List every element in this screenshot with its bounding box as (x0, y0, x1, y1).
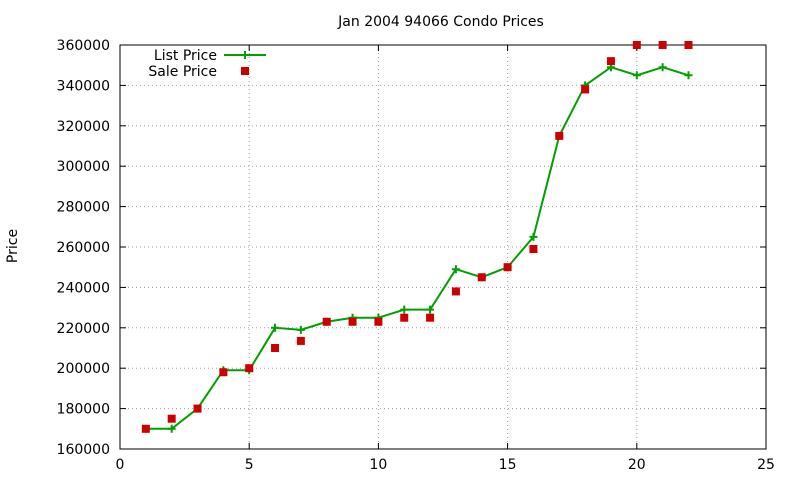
data-point (581, 85, 590, 94)
x-tick-label: 10 (369, 457, 387, 473)
y-tick-label: 340000 (57, 78, 110, 94)
y-tick-label: 360000 (57, 38, 110, 54)
data-point (374, 317, 383, 326)
data-point (632, 41, 641, 49)
y-axis-label: Price (5, 229, 21, 263)
grid-lines (120, 45, 766, 449)
data-point (322, 317, 331, 326)
data-point (632, 71, 641, 80)
x-tick-label: 5 (245, 457, 254, 473)
data-point (271, 323, 280, 332)
series-line (145, 66, 689, 430)
series-list-price (141, 63, 693, 433)
y-tick-label: 160000 (57, 442, 110, 458)
data-point (606, 57, 615, 66)
data-point (529, 232, 538, 241)
data-point (451, 265, 460, 274)
data-point (141, 424, 150, 433)
data-point (426, 305, 435, 314)
plot-frame (119, 44, 767, 450)
y-tick-label: 280000 (57, 200, 110, 216)
y-tick-label: 220000 (57, 321, 110, 337)
data-point (684, 41, 693, 49)
data-point (296, 336, 305, 345)
x-tick-label: 0 (116, 457, 125, 473)
data-point (451, 287, 460, 296)
data-point (400, 313, 409, 322)
y-tick-label: 240000 (57, 280, 110, 296)
chart-title: Jan 2004 94066 Condo Prices (337, 14, 544, 30)
data-point (555, 131, 564, 140)
x-tick-label: 25 (757, 457, 775, 473)
legend-swatch (224, 51, 266, 59)
data-point (296, 325, 305, 334)
x-tick-label: 15 (499, 457, 517, 473)
data-point (400, 305, 409, 314)
y-tick-label: 260000 (57, 240, 110, 256)
series-sale-price (141, 41, 693, 433)
data-point (245, 364, 254, 373)
data-point (271, 344, 280, 352)
data-point (193, 404, 202, 413)
data-point (167, 414, 176, 423)
data-point (658, 41, 667, 49)
legend-swatch (241, 67, 249, 75)
x-tick-label: 20 (628, 457, 646, 473)
data-point (167, 424, 176, 433)
data-point (426, 313, 435, 322)
data-point (529, 245, 538, 254)
y-tick-label: 180000 (57, 402, 110, 418)
legend-label: Sale Price (148, 64, 217, 80)
legend-label: List Price (154, 48, 217, 64)
series-layer (141, 41, 693, 433)
axis-ticks: 0 5 10 15 20 25 160000 180000 200000 220000 240000… (57, 38, 775, 473)
data-point (219, 368, 228, 377)
data-point (684, 71, 693, 80)
data-point (348, 317, 357, 326)
data-point (477, 273, 486, 282)
y-tick-label: 300000 (57, 159, 110, 175)
y-tick-label: 200000 (57, 361, 110, 377)
data-point (503, 263, 512, 272)
y-tick-label: 320000 (57, 119, 110, 135)
data-point (658, 63, 667, 72)
